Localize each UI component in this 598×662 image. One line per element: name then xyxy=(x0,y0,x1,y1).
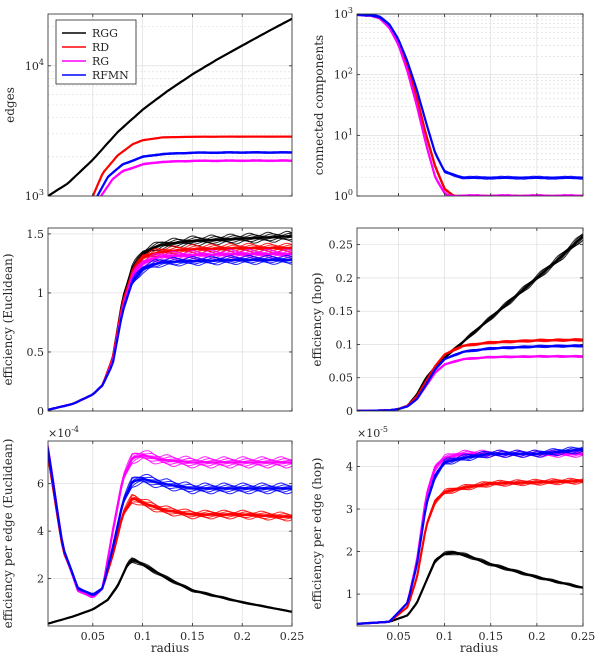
y-tick-label: 100 xyxy=(334,188,353,203)
y-axis-label: efficiency (Euclidean) xyxy=(1,253,15,385)
plot-area xyxy=(48,441,292,626)
series-group xyxy=(48,17,292,196)
series-line-rfmn xyxy=(357,448,583,625)
series-line-rgg xyxy=(357,551,583,625)
x-tick-label: 0.2 xyxy=(528,630,546,643)
series-line-rfmn xyxy=(48,258,292,411)
legend-label-rd: RD xyxy=(92,41,109,54)
y-tick-label: 101 xyxy=(334,127,353,142)
x-tick-label: 0.2 xyxy=(233,630,251,643)
y-exponent-label: ×10-4 xyxy=(48,425,79,440)
series-group xyxy=(357,233,583,411)
axes-frame xyxy=(47,227,293,412)
x-tick-label: 0.15 xyxy=(479,630,504,643)
y-tick-label: 6 xyxy=(37,478,44,491)
y-tick-label: 103 xyxy=(25,188,44,203)
panels: 103104edgesRGGRDRGRFMN100101102103connec… xyxy=(1,6,595,643)
panel-eff_hop: 0 0.05 0.1 0.15 0.2 0.25 efficiency (hop) xyxy=(310,227,584,418)
legend-label-rg: RG xyxy=(92,55,109,68)
y-axis-label: connected components xyxy=(312,35,326,175)
y-tick-label: 2 xyxy=(346,546,353,559)
series-line-rg xyxy=(357,14,583,196)
y-tick-label: 0.5 xyxy=(27,346,45,359)
ticks xyxy=(357,441,584,626)
series-line-rg xyxy=(48,447,292,599)
y-tick-label: 102 xyxy=(334,67,353,82)
y-tick-label: 1 xyxy=(346,588,353,601)
y-tick-label: 2 xyxy=(37,573,44,586)
xlabel-right: radius xyxy=(460,641,498,655)
y-tick-label: 4 xyxy=(37,525,44,538)
legend-label-rgg: RGG xyxy=(92,27,118,40)
y-tick-label: 0 xyxy=(346,405,353,418)
series-line-rfmn xyxy=(96,151,292,196)
x-tick-label: 0.15 xyxy=(180,630,205,643)
series-line-rgg xyxy=(48,559,292,625)
series-group xyxy=(48,230,292,411)
plot-area xyxy=(357,441,583,626)
y-axis-label: efficiency (hop) xyxy=(310,272,324,366)
x-tick-label: 0.1 xyxy=(436,630,454,643)
xlabel-left: radius xyxy=(151,641,189,655)
y-tick-label: 1.5 xyxy=(27,228,45,241)
series-line-rfmn xyxy=(357,14,583,179)
legend-box xyxy=(55,19,137,85)
ticks xyxy=(357,228,584,412)
panel-epe_hop: 0.05 0.1 0.15 0.2 0.25 1 2 3 4 ×10-5 efficiency pe… xyxy=(310,425,595,643)
panel-eff_euc: 0 0.5 1 1.5 efficiency (Euclidean) xyxy=(1,227,293,418)
ticks xyxy=(48,441,293,626)
x-tick-label: 0.05 xyxy=(386,630,411,643)
y-axis-label: efficiency per edge (Euclidean) xyxy=(1,439,15,629)
y-tick-label: 103 xyxy=(334,6,353,21)
plot-area xyxy=(357,228,583,411)
y-axis-label: edges xyxy=(3,87,17,123)
y-exponent-label: ×10-5 xyxy=(357,425,388,440)
axes-frame xyxy=(47,13,293,197)
x-tick-label: 0.05 xyxy=(81,630,106,643)
series-line-rfmn xyxy=(357,344,583,411)
series-group xyxy=(48,444,292,625)
y-tick-label: 4 xyxy=(346,461,353,474)
y-tick-label: 3 xyxy=(346,503,353,516)
legend-label-rfmn: RFMN xyxy=(92,69,129,82)
axes-frame xyxy=(356,227,584,412)
series-line-rg xyxy=(99,159,292,196)
y-tick-label: 0.15 xyxy=(329,305,354,318)
ticks xyxy=(48,14,293,197)
plot-area xyxy=(357,14,583,196)
series-line-rd xyxy=(91,135,292,196)
series-group xyxy=(357,446,583,625)
x-tick-label: 0.25 xyxy=(280,630,305,643)
panel-components: 100 101 102 103 connected components xyxy=(312,6,584,203)
y-tick-label: 0.2 xyxy=(336,272,354,285)
y-tick-label: 104 xyxy=(25,58,44,73)
y-axis-label: efficiency per edge (hop) xyxy=(310,458,324,610)
panel-epe_euc: 0.05 0.1 0.15 0.2 0.25 2 4 6 ×10-4 efficiency per… xyxy=(1,425,304,643)
axes-frame xyxy=(47,440,293,627)
x-tick-label: 0.25 xyxy=(571,630,596,643)
y-tick-label: 0.25 xyxy=(329,239,354,252)
axes-frame xyxy=(356,13,584,197)
axes-frame xyxy=(356,440,584,627)
ticks xyxy=(48,228,293,412)
series-line-rgg xyxy=(48,17,292,196)
y-tick-label: 0.1 xyxy=(336,338,354,351)
ticks xyxy=(357,13,584,197)
y-tick-label: 0.05 xyxy=(329,372,354,385)
y-tick-label: 1 xyxy=(37,287,44,300)
x-tick-label: 0.1 xyxy=(134,630,152,643)
series-line-rfmn xyxy=(48,450,292,596)
y-tick-label: 0 xyxy=(37,405,44,418)
